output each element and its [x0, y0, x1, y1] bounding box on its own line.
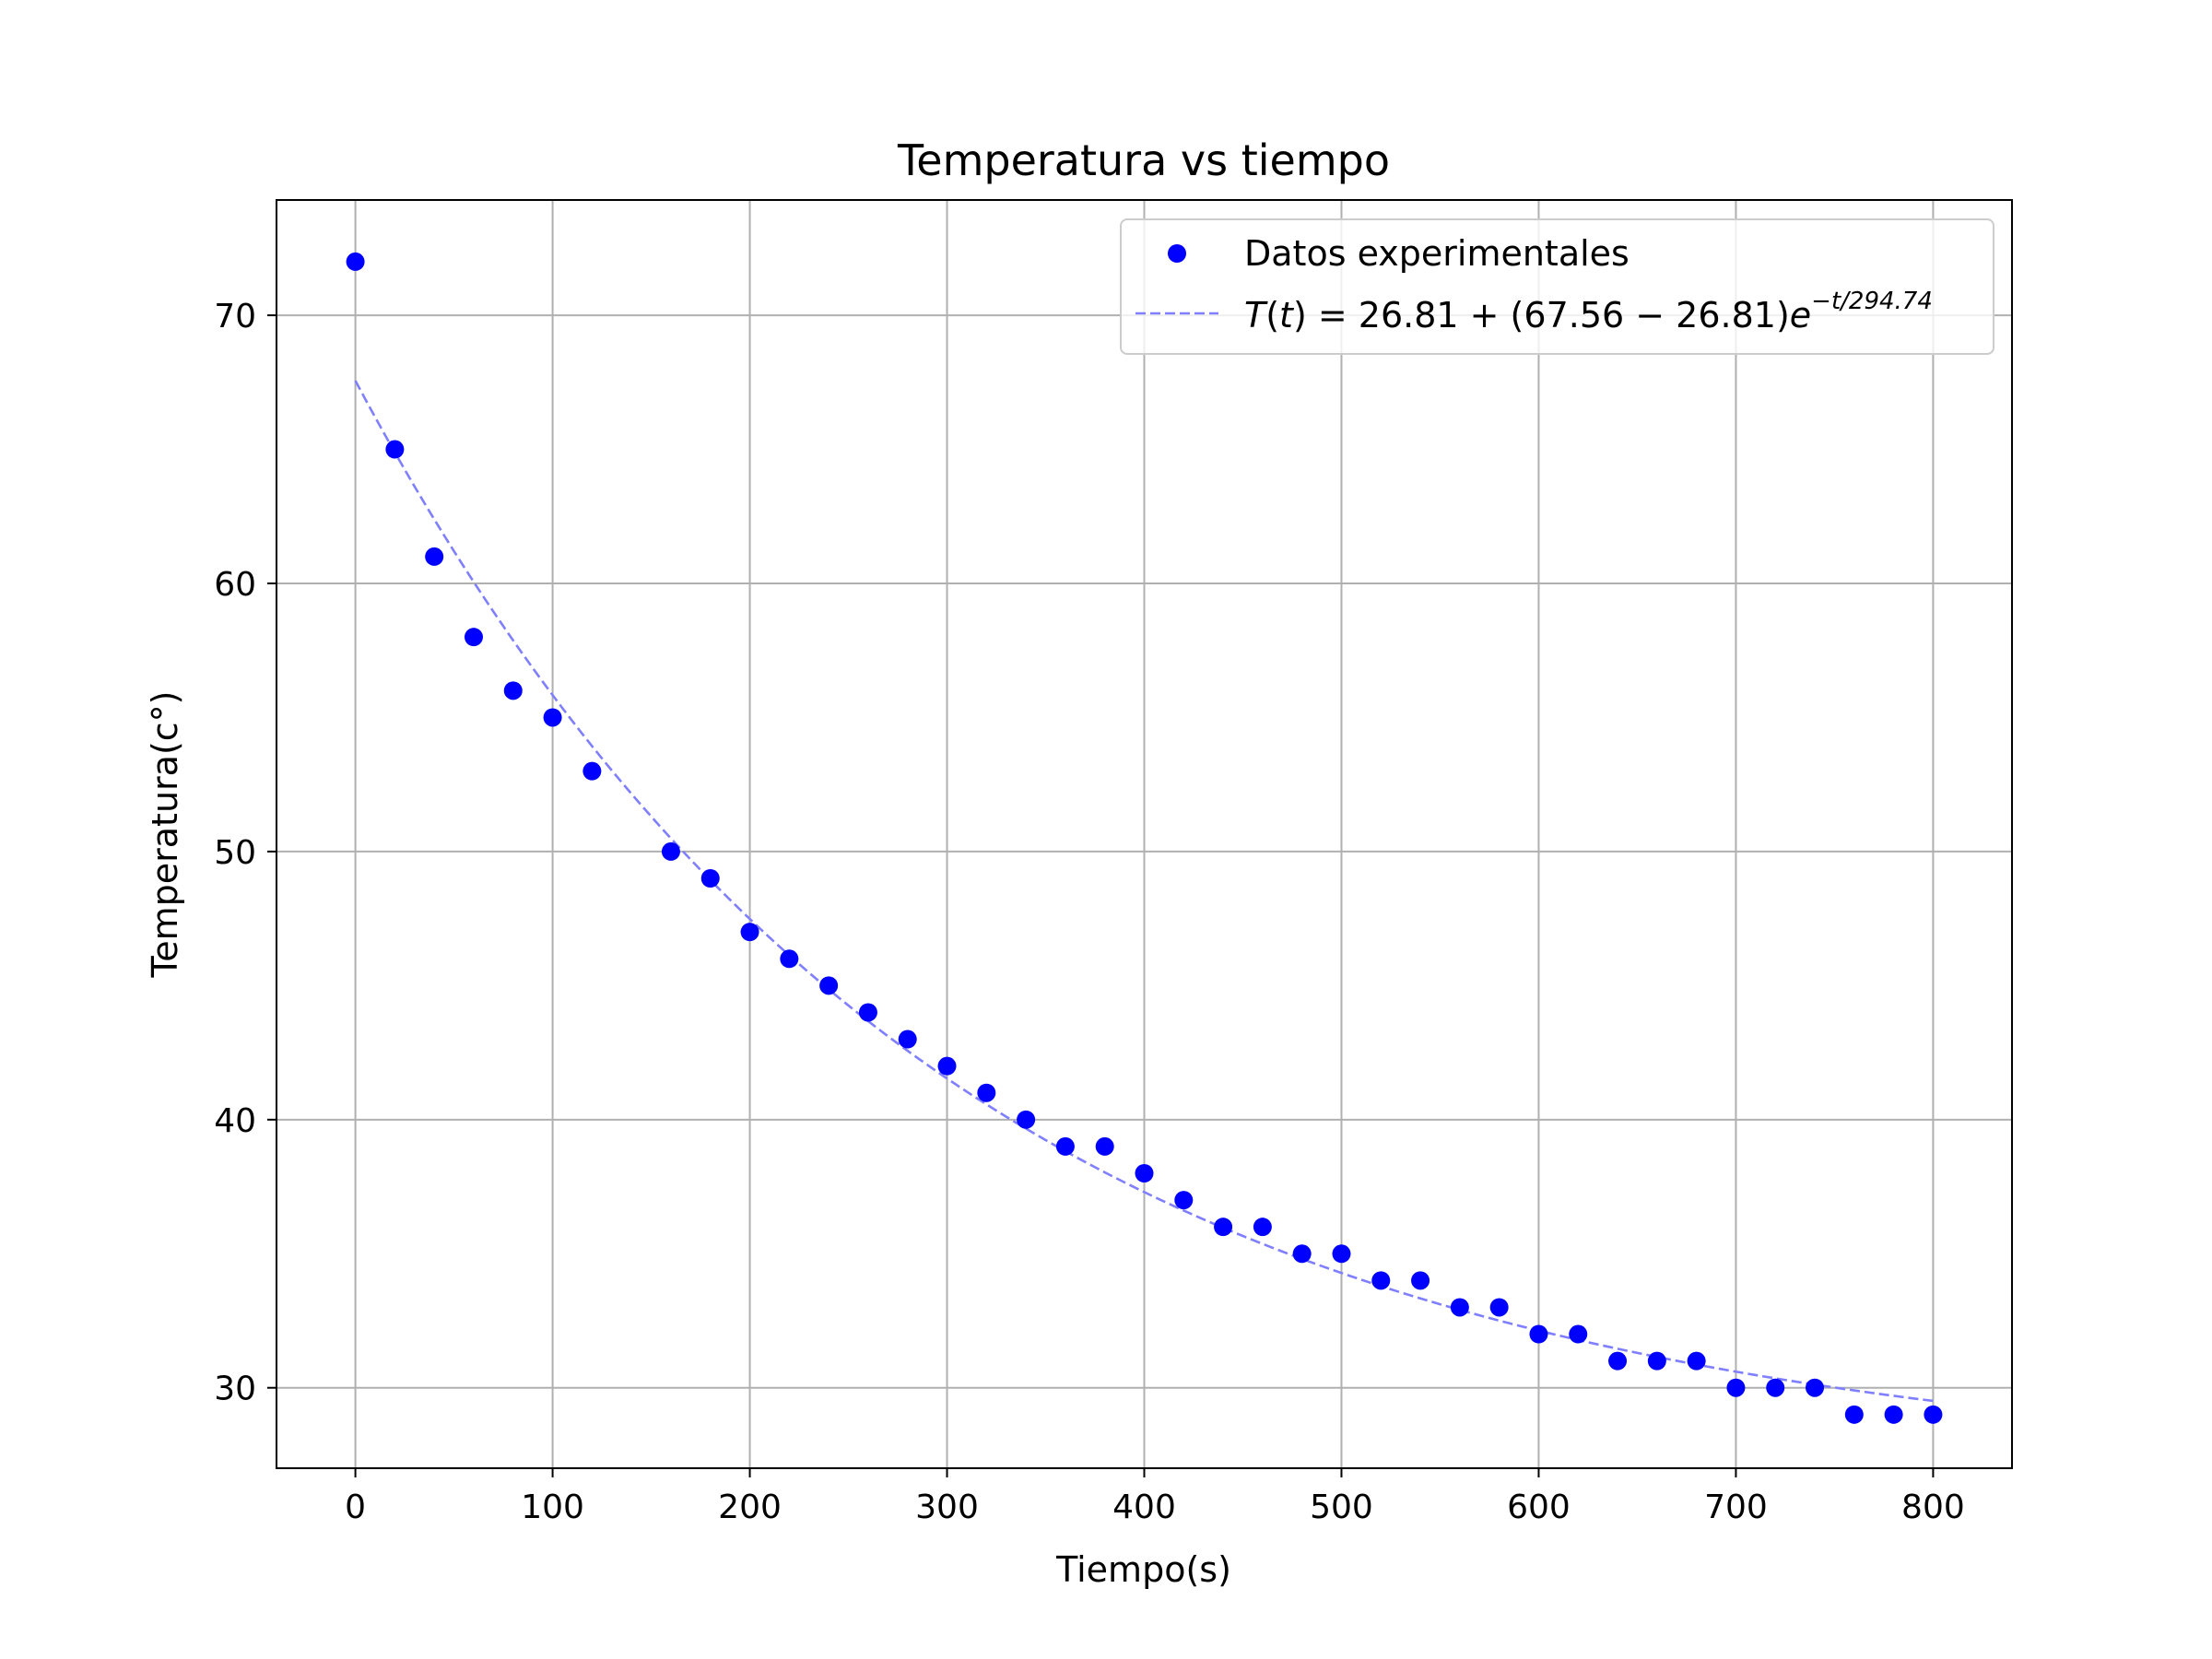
data-point [1766, 1378, 1785, 1397]
data-point [1806, 1378, 1825, 1397]
grid [276, 200, 2012, 1468]
data-point [977, 1083, 996, 1102]
legend-fit-open-paren: ( [1265, 295, 1279, 335]
data-point [1647, 1351, 1666, 1371]
data-point [1332, 1244, 1351, 1264]
y-tick-label: 30 [214, 1371, 256, 1408]
data-point [1017, 1110, 1036, 1129]
data-point [1135, 1164, 1154, 1182]
ticks-layer: 0 100 200 300 400 500 600 700 800 30 40 50 60 70 [214, 298, 1965, 1526]
data-point [1450, 1298, 1469, 1317]
data-point [346, 252, 365, 271]
data-point [858, 1003, 877, 1022]
data-point [503, 681, 523, 700]
y-tick-label: 70 [214, 298, 256, 335]
chart-title: Temperatura vs tiempo [897, 135, 1390, 185]
x-tick-label: 600 [1507, 1488, 1571, 1526]
data-point [1489, 1298, 1509, 1317]
data-point [1884, 1405, 1903, 1424]
fit-curve-layer [354, 380, 1934, 1403]
data-point [1055, 1136, 1075, 1156]
y-axis-label: Temperatura(c°) [145, 691, 185, 979]
data-point [1687, 1351, 1706, 1371]
data-point [1095, 1136, 1114, 1156]
x-tick-label: 800 [1901, 1488, 1965, 1526]
x-tick-label: 700 [1704, 1488, 1768, 1526]
legend-fit-var-t: t [1279, 295, 1295, 335]
data-point [543, 708, 562, 727]
data-point [1726, 1378, 1746, 1397]
legend-fit-exponent: −t/294.74 [1811, 288, 1933, 315]
data-point [898, 1030, 917, 1049]
x-axis-label: Tiempo(s) [1055, 1549, 1231, 1590]
y-tick-label: 40 [214, 1102, 256, 1140]
data-point [582, 761, 602, 781]
legend-fit-var-e: e [1790, 295, 1811, 335]
fit-curve [354, 380, 1934, 1403]
data-point [1411, 1271, 1430, 1290]
data-point [740, 923, 759, 942]
data-point [464, 628, 483, 647]
data-points-layer [346, 252, 1943, 1424]
legend-label-fit: T(t) = 26.81 + (67.56 − 26.81)e−t/294.74 [1244, 288, 1933, 335]
x-tick-label: 200 [718, 1488, 782, 1526]
data-point [819, 976, 839, 995]
legend-fit-var-T: T [1244, 295, 1268, 335]
x-tick-label: 400 [1112, 1488, 1176, 1526]
data-point [700, 869, 720, 888]
x-tick-label: 500 [1310, 1488, 1373, 1526]
data-point [1608, 1351, 1628, 1371]
data-point [780, 949, 799, 969]
data-point [1174, 1191, 1194, 1210]
data-point [1253, 1218, 1272, 1237]
x-tick-label: 0 [345, 1488, 366, 1526]
data-point [661, 841, 680, 861]
data-point [1844, 1405, 1864, 1424]
x-tick-label: 100 [521, 1488, 584, 1526]
legend: Datos experimentales T(t) = 26.81 + (67.… [1120, 218, 1994, 355]
data-point [1292, 1244, 1312, 1264]
legend-fit-expression: ) = 26.81 + (67.56 − 26.81) [1293, 295, 1790, 335]
legend-box [1120, 218, 1994, 355]
data-point [1371, 1271, 1391, 1290]
y-tick-label: 60 [214, 566, 256, 604]
x-tick-label: 300 [915, 1488, 979, 1526]
data-point [937, 1056, 957, 1076]
data-point [1214, 1218, 1233, 1237]
data-point [1924, 1405, 1943, 1424]
data-point [1529, 1324, 1548, 1344]
data-point [385, 440, 405, 459]
legend-label-points: Datos experimentales [1244, 233, 1630, 274]
data-point [425, 547, 444, 566]
legend-marker-points [1168, 244, 1186, 263]
data-point [1569, 1324, 1588, 1344]
y-tick-label: 50 [214, 834, 256, 872]
